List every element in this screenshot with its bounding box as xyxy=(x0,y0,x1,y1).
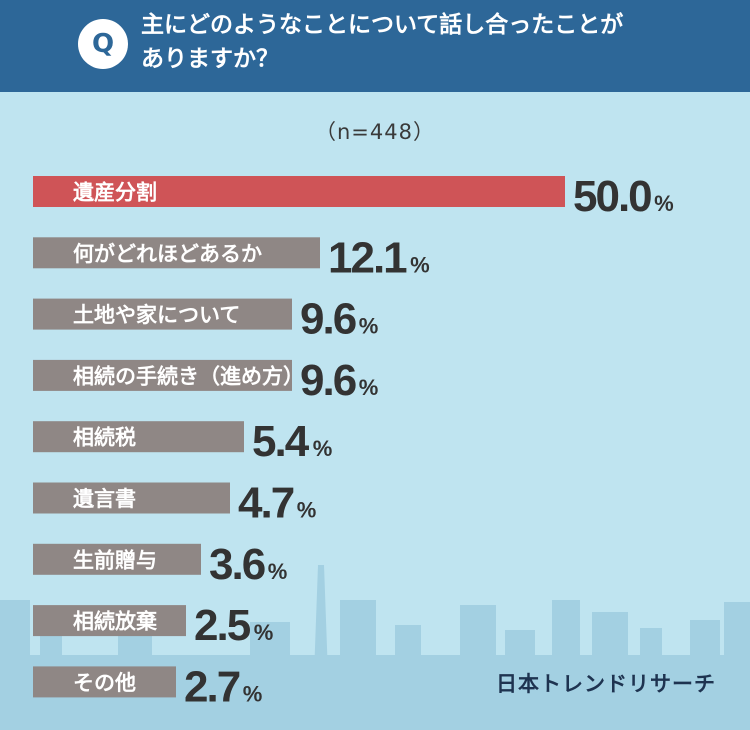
bar-category-label: 相続放棄 xyxy=(73,610,158,634)
bar xyxy=(33,176,565,207)
q-badge: Q xyxy=(78,19,128,69)
bar-unit-label: % xyxy=(254,620,274,645)
bar-value-label: 2.7 xyxy=(184,662,240,711)
bar-category-label: その他 xyxy=(73,671,136,695)
bar-category-label: 相続税 xyxy=(73,426,136,450)
bar-value-label: 9.6 xyxy=(300,356,356,405)
bar-category-label: 遺産分割 xyxy=(73,181,157,205)
bar xyxy=(33,666,176,698)
sample-size: （n=448） xyxy=(315,120,435,144)
bar-value-label: 2.5 xyxy=(194,601,251,650)
bar-category-label: 土地や家について xyxy=(73,303,240,327)
bar xyxy=(33,543,201,575)
bar-unit-label: % xyxy=(359,375,379,400)
bar-unit-label: % xyxy=(243,681,263,706)
question-text: 主にどのようなことについて話し合ったことが ありますか？ xyxy=(141,12,624,72)
brand-logo: 日本トレンドリサーチ xyxy=(496,672,716,696)
bar-unit-label: % xyxy=(410,252,430,277)
bar-value-label: 12.1 xyxy=(328,233,407,282)
bar xyxy=(33,482,230,514)
bar-category-label: 遺言書 xyxy=(73,487,136,511)
bar xyxy=(33,605,186,637)
bar-category-label: 何がどれほどあるか xyxy=(73,242,262,266)
bar-unit-label: % xyxy=(654,191,674,216)
question-header: Q 主にどのようなことについて話し合ったことが ありますか？ xyxy=(0,0,750,92)
bar-category-label: 生前贈与 xyxy=(73,548,157,572)
bar-unit-label: % xyxy=(268,559,288,584)
bar-value-label: 3.6 xyxy=(209,540,265,589)
bar-value-label: 50.0 xyxy=(573,172,651,221)
bar-category-label: 相続の手続き（進め方） xyxy=(73,364,304,388)
bar-unit-label: % xyxy=(313,436,333,461)
bar xyxy=(33,237,320,269)
bar xyxy=(33,421,244,453)
bar-value-label: 5.4 xyxy=(252,417,310,466)
bar xyxy=(33,359,292,391)
bar xyxy=(33,298,292,330)
bar-value-label: 9.6 xyxy=(300,295,356,344)
bar-unit-label: % xyxy=(297,498,317,523)
bar-value-label: 4.7 xyxy=(238,479,294,528)
bar-unit-label: % xyxy=(359,314,379,339)
